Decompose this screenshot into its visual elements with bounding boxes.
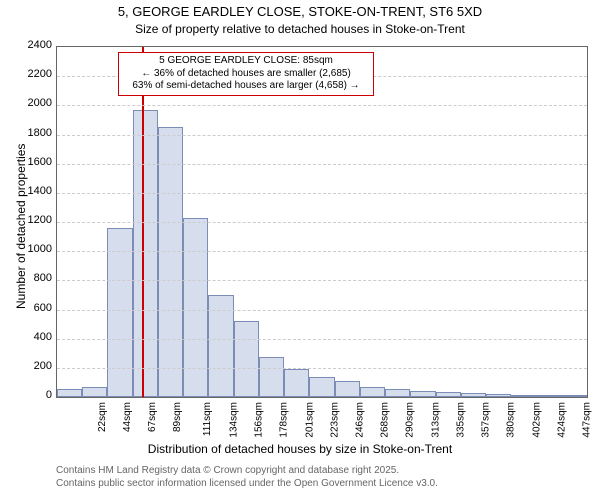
histogram-bar xyxy=(57,389,82,397)
grid-line xyxy=(57,251,587,252)
grid-line xyxy=(57,193,587,194)
y-tick-label: 1600 xyxy=(18,156,52,168)
y-tick-label: 0 xyxy=(18,389,52,401)
histogram-bar xyxy=(385,389,410,397)
grid-line xyxy=(57,135,587,136)
grid-line xyxy=(57,164,587,165)
x-tick-label: 67sqm xyxy=(147,402,158,432)
x-tick-label: 178sqm xyxy=(279,402,290,438)
histogram-bar xyxy=(259,357,284,397)
histogram-bar xyxy=(537,395,562,397)
x-tick-label: 290sqm xyxy=(405,402,416,438)
y-tick-label: 1000 xyxy=(18,243,52,255)
histogram-bar xyxy=(486,394,511,397)
x-tick-label: 44sqm xyxy=(122,402,133,432)
y-tick-label: 200 xyxy=(18,360,52,372)
x-tick-label: 335sqm xyxy=(456,402,467,438)
footnote-1: Contains HM Land Registry data © Crown c… xyxy=(56,465,399,476)
y-tick-label: 1800 xyxy=(18,127,52,139)
histogram-bar xyxy=(511,395,536,397)
histogram-bar xyxy=(133,110,158,397)
histogram-bar xyxy=(107,228,132,397)
y-tick-label: 1400 xyxy=(18,185,52,197)
x-tick-label: 402sqm xyxy=(531,402,542,438)
x-axis-label: Distribution of detached houses by size … xyxy=(0,442,600,456)
x-tick-label: 156sqm xyxy=(254,402,265,438)
x-tick-label: 357sqm xyxy=(481,402,492,438)
histogram-bar xyxy=(183,218,208,397)
x-tick-label: 223sqm xyxy=(329,402,340,438)
histogram-bar xyxy=(234,321,259,397)
histogram-bar xyxy=(562,395,587,397)
grid-line xyxy=(57,368,587,369)
x-tick-label: 201sqm xyxy=(304,402,315,438)
histogram-bar xyxy=(158,127,183,397)
x-tick-label: 22sqm xyxy=(97,402,108,432)
x-tick-label: 111sqm xyxy=(202,402,213,436)
footnote-2: Contains public sector information licen… xyxy=(56,478,438,489)
x-tick-label: 268sqm xyxy=(380,402,391,438)
x-tick-label: 424sqm xyxy=(556,402,567,438)
y-tick-label: 2400 xyxy=(18,39,52,51)
histogram-bar xyxy=(360,387,385,397)
y-tick-label: 800 xyxy=(18,272,52,284)
histogram-bar xyxy=(410,391,435,397)
chart-subtitle: Size of property relative to detached ho… xyxy=(0,22,600,36)
x-tick-label: 447sqm xyxy=(582,402,593,438)
y-tick-label: 2200 xyxy=(18,68,52,80)
callout-box: 5 GEORGE EARDLEY CLOSE: 85sqm ← 36% of d… xyxy=(118,52,374,96)
histogram-bar xyxy=(436,392,461,397)
x-tick-label: 380sqm xyxy=(506,402,517,438)
page-root: { "title": "5, GEORGE EARDLEY CLOSE, STO… xyxy=(0,0,600,500)
histogram-bar xyxy=(335,381,360,397)
x-tick-label: 313sqm xyxy=(430,402,441,438)
callout-line1: 5 GEORGE EARDLEY CLOSE: 85sqm xyxy=(123,55,369,68)
grid-line xyxy=(57,339,587,340)
histogram-bar xyxy=(284,369,309,397)
callout-line3: 63% of semi-detached houses are larger (… xyxy=(123,80,369,93)
y-tick-label: 600 xyxy=(18,302,52,314)
grid-line xyxy=(57,222,587,223)
histogram-bar xyxy=(82,387,107,397)
grid-line xyxy=(57,280,587,281)
x-tick-label: 89sqm xyxy=(172,402,183,432)
y-tick-label: 2000 xyxy=(18,97,52,109)
x-tick-label: 246sqm xyxy=(355,402,366,438)
plot-area xyxy=(56,46,588,398)
grid-line xyxy=(57,105,587,106)
grid-line xyxy=(57,310,587,311)
histogram-bar xyxy=(309,377,334,397)
y-tick-label: 400 xyxy=(18,331,52,343)
callout-line2: ← 36% of detached houses are smaller (2,… xyxy=(123,68,369,81)
chart-title: 5, GEORGE EARDLEY CLOSE, STOKE-ON-TRENT,… xyxy=(0,4,600,19)
y-tick-label: 1200 xyxy=(18,214,52,226)
x-tick-label: 134sqm xyxy=(228,402,239,438)
histogram-bar xyxy=(461,393,486,397)
